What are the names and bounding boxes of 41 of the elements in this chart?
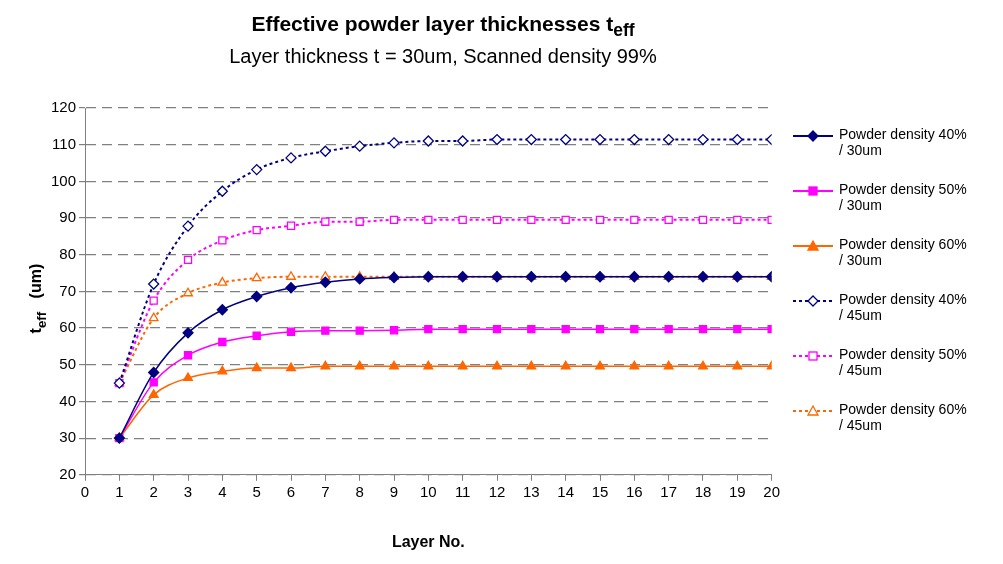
x-tick-label: 3: [183, 482, 193, 500]
chart-subtitle: Layer thickness t = 30um, Scanned density 99%: [228, 45, 658, 69]
legend-label: Powder density 40% / 45um: [839, 291, 968, 323]
x-tick-label: 2: [149, 482, 158, 500]
x-tick-label: 1: [115, 482, 124, 500]
y-tick-label: 40: [59, 391, 77, 409]
y-tick-label: 20: [59, 464, 77, 482]
y-tick-label: 100: [51, 171, 77, 189]
y-tick-label: 80: [59, 244, 77, 262]
x-tick-label: 12: [488, 482, 506, 500]
x-tick-label: 11: [454, 482, 471, 500]
x-tick-label: 18: [694, 482, 712, 500]
y-tick-label: 110: [52, 134, 77, 152]
legend-label: Powder density 60% / 45um: [839, 401, 968, 433]
x-tick-label: 17: [660, 482, 678, 500]
x-axis-title: Layer No.: [391, 532, 465, 550]
x-tick-label: 7: [321, 482, 330, 500]
x-tick-label: 16: [625, 482, 643, 500]
y-tick-label: 50: [59, 354, 77, 372]
x-tick-label: 10: [420, 482, 437, 500]
x-tick-label: 15: [591, 482, 609, 500]
legend-label: Powder density 40% / 30um: [839, 126, 968, 158]
x-tick-label: 14: [557, 482, 575, 500]
x-tick-label: 9: [389, 482, 399, 500]
x-tick-label: 13: [522, 482, 540, 500]
y-tick-label: 70: [59, 281, 77, 299]
chart-title: Effective powder layer thicknesses t$_{eff}$: [250, 12, 636, 42]
y-tick-label: 120: [51, 98, 77, 116]
legend-label: Powder density 50% / 45um: [839, 346, 968, 378]
legend-label: Powder density 50% / 30um: [839, 181, 968, 213]
legend-label: Powder density 60% / 30um: [839, 236, 968, 268]
x-tick-label: 0: [80, 482, 90, 500]
x-tick-label: 8: [355, 482, 364, 500]
y-tick-label: 60: [59, 318, 77, 336]
x-tick-label: 6: [286, 482, 296, 500]
x-tick-label: 4: [218, 482, 227, 500]
x-tick-label: 20: [763, 482, 780, 500]
x-tick-label: 19: [728, 482, 746, 500]
y-tick-label: 30: [59, 428, 77, 446]
y-tick-label: 90: [59, 208, 77, 226]
x-tick-label: 5: [252, 482, 261, 500]
